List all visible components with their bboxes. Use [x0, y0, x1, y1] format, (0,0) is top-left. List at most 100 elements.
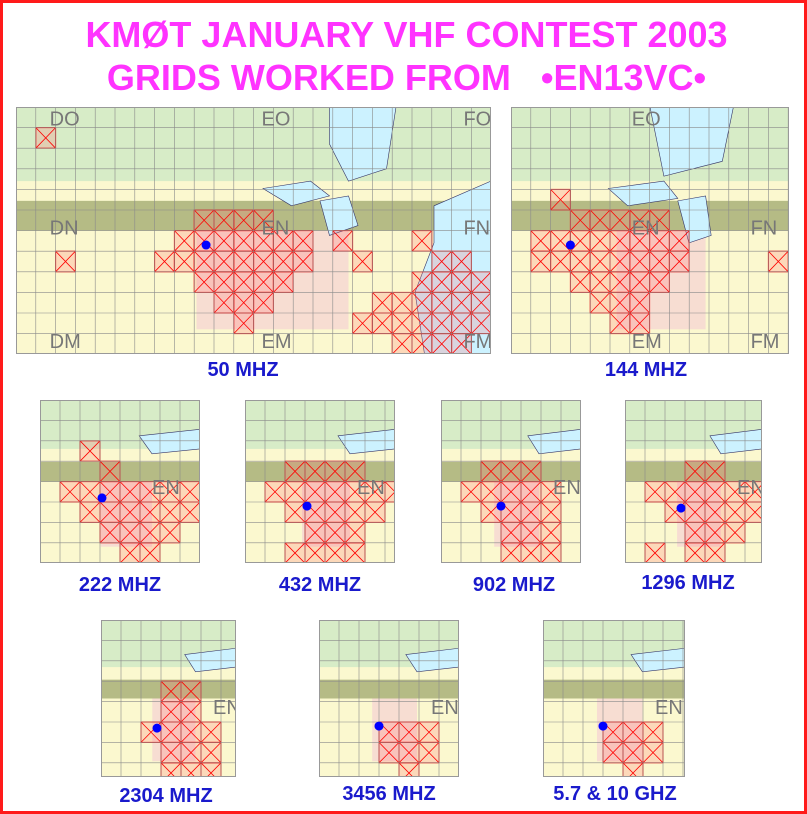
worked-grid-cross — [669, 250, 690, 273]
worked-grid-cross — [550, 250, 571, 273]
map-902mhz: EN — [441, 400, 581, 563]
title-line-2: GRIDS WORKED FROM •EN13VC• — [106, 57, 707, 98]
worked-grid-cross — [530, 230, 551, 252]
worked-grid-cross — [704, 501, 726, 523]
label-1296mhz: 1296 MHZ — [641, 572, 735, 594]
worked-grid-cross — [79, 501, 101, 523]
worked-grid-cross — [193, 250, 215, 273]
worked-grid-cross — [704, 481, 726, 503]
worked-grid-cross — [324, 522, 346, 544]
worked-grid-cross — [589, 230, 611, 252]
label-5-7-10ghz: 5.7 & 10 GHZ — [553, 783, 677, 805]
worked-grid-cross — [233, 292, 254, 314]
worked-grid-cross — [649, 250, 670, 273]
worked-grid-cross — [570, 271, 591, 293]
field-label: FM — [751, 331, 780, 353]
field-label: EM — [632, 331, 662, 353]
worked-grid-cross — [139, 522, 161, 544]
land-state-pink — [302, 481, 350, 547]
field-label: FN — [751, 218, 778, 240]
map-1296mhz: EN — [625, 400, 762, 563]
water-lake-superior — [184, 647, 236, 673]
worked-grid-cross — [644, 542, 666, 563]
worked-grid-cross — [344, 542, 366, 563]
worked-grid-cross — [200, 721, 222, 743]
worked-grid-cross — [139, 542, 161, 563]
map-border — [625, 400, 762, 563]
worked-grid-cross — [233, 271, 254, 293]
label-144mhz: 144 MHZ — [604, 359, 688, 381]
worked-grid-cross — [500, 481, 522, 503]
field-label: FM — [463, 331, 491, 353]
worked-grid-cross — [200, 742, 222, 764]
worked-grid-cross — [284, 542, 306, 563]
worked-grid-cross — [629, 230, 650, 252]
qth-marker — [598, 721, 608, 731]
worked-grid-cross — [418, 721, 440, 743]
field-label: EN — [213, 697, 236, 719]
worked-grid-cross — [411, 271, 433, 293]
worked-grid-cross — [119, 481, 141, 503]
worked-grid-cross — [352, 250, 373, 273]
qth-marker — [201, 240, 211, 250]
land-band-olive — [543, 679, 685, 699]
worked-grid-cross — [451, 292, 472, 314]
worked-grid-cross — [684, 481, 706, 503]
worked-grid-cross — [372, 292, 393, 314]
worked-grid-cross — [253, 292, 274, 314]
map-border — [16, 107, 491, 354]
worked-grid-cross — [119, 522, 141, 544]
map-border — [245, 400, 395, 563]
map-5-7-10ghz: EN — [543, 620, 685, 777]
worked-grid-cross — [520, 542, 542, 563]
worked-grid-cross — [273, 230, 294, 252]
worked-grid-cross — [570, 250, 591, 273]
worked-grid-cross — [160, 701, 182, 723]
worked-grid-cross — [59, 481, 81, 503]
worked-grid-cross — [193, 209, 215, 231]
field-label: EM — [262, 331, 292, 353]
worked-grid-cross — [540, 542, 562, 563]
worked-grid-cross — [324, 542, 346, 563]
worked-grid-cross — [398, 742, 420, 764]
worked-grid-cross — [193, 271, 215, 293]
worked-grid-cross — [609, 292, 631, 314]
qth-marker — [97, 493, 107, 503]
worked-grid-cross — [589, 271, 611, 293]
map-144mhz: EO EN FN EM FM — [511, 107, 789, 354]
worked-grid-cross — [180, 762, 202, 777]
worked-grid-cross — [284, 460, 306, 482]
worked-grid-cross — [629, 250, 650, 273]
worked-grid-cross — [602, 742, 624, 764]
worked-grid-cross — [304, 522, 326, 544]
worked-grid-cross — [609, 230, 631, 252]
qth-marker — [302, 501, 312, 511]
field-label: DN — [50, 218, 79, 240]
worked-grid-cross — [520, 481, 542, 503]
worked-grid-cross — [629, 271, 650, 293]
worked-grid-cross — [431, 292, 452, 314]
worked-grid-cross — [589, 292, 611, 314]
water-hudson-bay — [329, 107, 397, 182]
worked-grid-cross — [213, 292, 235, 314]
qth-marker — [152, 723, 162, 733]
worked-grid-cross — [253, 209, 274, 231]
worked-grid-cross — [704, 542, 726, 563]
label-432mhz: 432 MHZ — [278, 574, 362, 596]
worked-grid-cross — [570, 209, 591, 231]
label-222mhz: 222 MHZ — [78, 574, 162, 596]
land-band-olive — [245, 461, 395, 482]
worked-grid-cross — [213, 271, 235, 293]
field-label: EN — [553, 477, 581, 499]
worked-grid-cross — [451, 333, 472, 354]
worked-grid-cross — [324, 501, 346, 523]
worked-grid-cross — [609, 271, 631, 293]
worked-grid-cross — [99, 460, 121, 482]
worked-grid-cross — [411, 230, 433, 252]
worked-grid-cross — [179, 501, 200, 523]
worked-grid-cross — [139, 481, 161, 503]
worked-grid-cross — [411, 292, 433, 314]
worked-grid-cross — [622, 721, 644, 743]
worked-grid-cross — [364, 501, 386, 523]
